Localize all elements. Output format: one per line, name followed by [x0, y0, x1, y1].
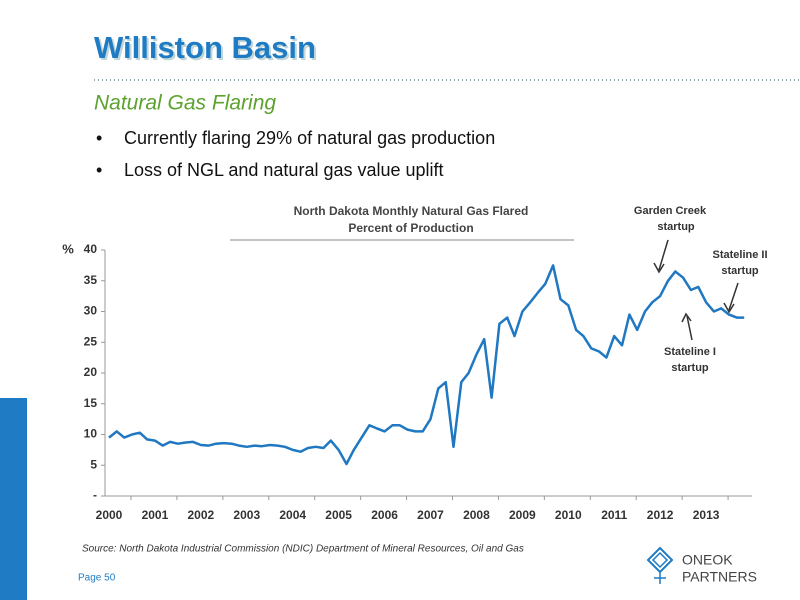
x-tick-label: 2010: [555, 508, 582, 522]
plot-area: - 5 10 15 20 25 30 35 40 2000 2001 2002 2003 2004 2005…: [84, 242, 752, 522]
bullet: Currently flaring 29% of natural gas pro…: [124, 128, 495, 148]
chart-title: North Dakota Monthly Natural Gas Flared: [294, 204, 529, 218]
x-tick-label: 2004: [279, 508, 306, 522]
y-tick-label: 5: [90, 457, 97, 471]
y-tick-label: 30: [84, 304, 98, 318]
arrowhead: [723, 302, 735, 314]
arrow: [686, 315, 693, 341]
y-tick-label: 25: [84, 334, 98, 348]
y-tick-label: 15: [84, 396, 98, 410]
source-note: Source: North Dakota Industrial Commissi…: [82, 544, 524, 555]
annotation: Stateline I: [664, 346, 716, 358]
annotation: startup: [721, 265, 759, 277]
slide-title: Williston Basin: [94, 30, 316, 65]
x-tick-label: 2001: [142, 508, 169, 522]
arrow: [658, 239, 669, 271]
chart-title: Percent of Production: [348, 221, 473, 235]
slide-subtitle: Natural Gas Flaring: [94, 92, 276, 115]
data-line: [108, 264, 745, 466]
side-bar: [0, 398, 27, 600]
y-axis-label: %: [62, 241, 74, 256]
arrowhead: [653, 262, 665, 274]
x-tick-label: 2009: [509, 508, 536, 522]
bullet-dot: •: [96, 160, 102, 180]
annotation: startup: [657, 221, 695, 233]
y-tick-label: 20: [84, 365, 98, 379]
logo-text: PARTNERS: [682, 569, 757, 585]
y-tick-label: 10: [84, 427, 98, 441]
x-tick-label: 2012: [647, 508, 674, 522]
y-tick-label: -: [93, 488, 97, 502]
arrowhead: [681, 312, 692, 323]
annotation: startup: [671, 362, 709, 374]
title-shadow: Williston Basin: [96, 32, 318, 67]
x-tick-label: 2000: [96, 508, 123, 522]
y-tick-label: 40: [84, 242, 98, 256]
y-tick-label: 35: [84, 273, 98, 287]
bullet: Loss of NGL and natural gas value uplift: [124, 160, 444, 180]
x-tick-label: 2005: [325, 508, 352, 522]
x-tick-label: 2007: [417, 508, 444, 522]
x-tick-label: 2006: [371, 508, 398, 522]
page-number: Page 50: [78, 573, 116, 584]
x-tick-label: 2003: [233, 508, 260, 522]
annotation: Garden Creek: [634, 205, 707, 217]
x-tick-label: 2008: [463, 508, 490, 522]
x-tick-label: 2011: [601, 508, 627, 522]
logo-text: ONEOK: [682, 552, 733, 568]
arrow: [728, 282, 739, 311]
annotation: Stateline II: [712, 249, 767, 261]
bullet-dot: •: [96, 128, 102, 148]
x-tick-label: 2013: [693, 508, 720, 522]
logo-mark: [646, 546, 674, 584]
x-tick-label: 2002: [188, 508, 215, 522]
